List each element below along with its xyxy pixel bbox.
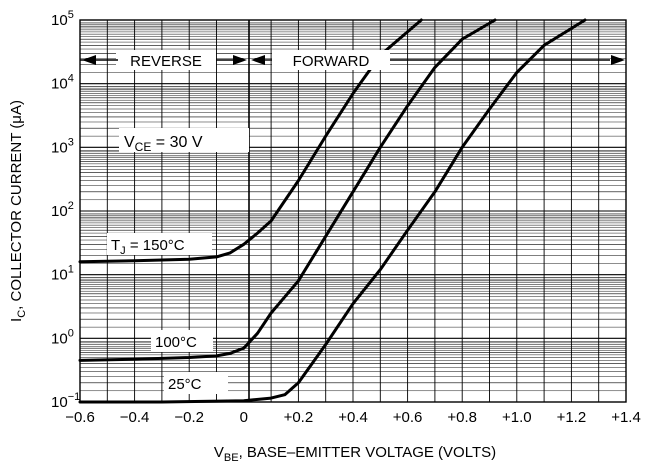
forward-left-arrowhead <box>251 55 265 65</box>
y-tick-label: 100 <box>51 327 74 347</box>
x-axis-title: VBE, BASE–EMITTER VOLTAGE (VOLTS) <box>214 444 496 464</box>
y-tick-label: 105 <box>51 9 74 29</box>
x-tick-label: −0.4 <box>120 409 150 426</box>
forward-right-arrowhead <box>611 55 625 65</box>
y-tick-label: 103 <box>51 136 74 156</box>
label-25c: 25°C <box>168 376 202 393</box>
y-tick-label: 10−1 <box>51 391 80 411</box>
reverse-label: REVERSE <box>130 53 202 70</box>
reverse-forward-arrows: REVERSE FORWARD <box>80 50 625 70</box>
grid-lines <box>80 20 626 403</box>
x-tick-label: +1.4 <box>611 409 641 426</box>
x-tick-label: −0.2 <box>174 409 204 426</box>
x-tick-label: 0 <box>240 409 248 426</box>
forward-label: FORWARD <box>293 53 370 70</box>
tick-labels: −0.6 −0.4 −0.2 0 +0.2 +0.4 +0.6 +0.8 +1.0 +1.2 +1.… <box>51 9 641 426</box>
y-tick-label: 102 <box>51 200 74 220</box>
x-tick-label: +0.4 <box>338 409 368 426</box>
reverse-left-arrowhead <box>82 55 96 65</box>
plot-frame <box>79 19 627 403</box>
y-axis-title: IC, COLLECTOR CURRENT (μA) <box>8 100 28 322</box>
reverse-right-arrowhead <box>233 55 247 65</box>
y-tick-label: 101 <box>51 264 74 284</box>
x-tick-label: −0.6 <box>65 409 95 426</box>
y-tick-label: 104 <box>51 73 74 93</box>
x-tick-label: +0.2 <box>284 409 314 426</box>
series-line-t-j-150-c <box>78 18 423 264</box>
x-tick-label: +0.8 <box>447 409 477 426</box>
series-line-100-c <box>78 18 497 362</box>
tj-150-label: TJ = 150°C <box>111 237 185 257</box>
data-curves <box>78 18 587 404</box>
x-tick-label: +0.6 <box>393 409 423 426</box>
label-100c: 100°C <box>155 334 197 351</box>
series-line-25-c <box>78 18 587 404</box>
x-tick-label: +1.0 <box>502 409 532 426</box>
x-tick-label: +1.2 <box>557 409 587 426</box>
vce-label: VCE = 30 V <box>124 134 203 154</box>
